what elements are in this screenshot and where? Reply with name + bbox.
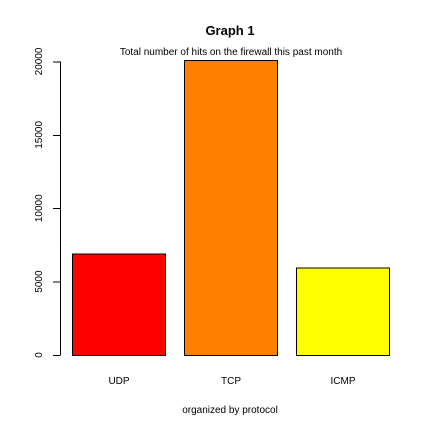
y-tick-label: 0: [34, 352, 45, 358]
y-tick-label: 15000: [34, 121, 45, 149]
bars-group: [72, 60, 390, 357]
x-tick-label-icmp: ICMP: [331, 376, 356, 387]
y-tick-label: 10000: [34, 194, 45, 222]
x-tick-label-tcp: TCP: [221, 376, 241, 387]
x-axis-title: organized by protocol: [182, 405, 278, 416]
x-tick-label-udp: UDP: [108, 376, 129, 387]
y-tick-label: 20000: [34, 47, 45, 75]
chart-title: Graph 1: [205, 23, 254, 38]
y-axis: 0 5000 10000 15000 20000: [34, 47, 61, 358]
bar-icmp: [296, 267, 390, 357]
x-axis-labels: UDP TCP ICMP: [108, 376, 355, 387]
bar-tcp: [184, 60, 278, 356]
chart-subtitle: Total number of hits on the firewall thi…: [120, 47, 342, 58]
y-tick-label: 5000: [34, 270, 45, 293]
bar-udp: [72, 253, 166, 356]
